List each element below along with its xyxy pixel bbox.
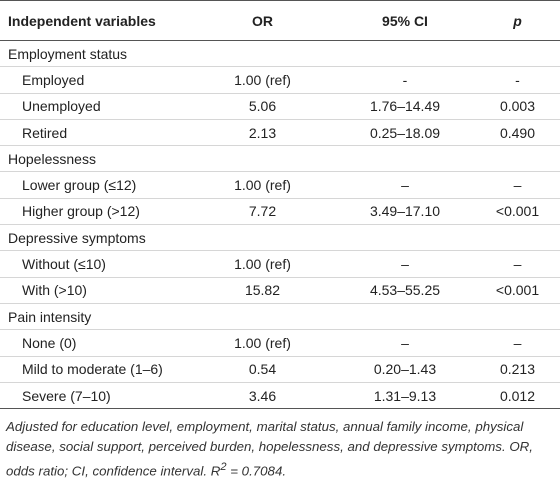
- table-body: Employment status Employed 1.00 (ref) - - Une…: [0, 41, 560, 409]
- group-label: Pain intensity: [8, 308, 92, 325]
- cell: –: [513, 256, 522, 273]
- data-row: Employed 1.00 (ref) - -: [0, 67, 560, 94]
- cell: –: [401, 177, 409, 194]
- group-label: Hopelessness: [8, 150, 96, 167]
- cell: 0.012: [499, 387, 536, 404]
- cell: –: [513, 177, 522, 194]
- header-cell: p: [513, 12, 522, 29]
- data-row: Severe (7–10) 3.46 1.31–9.13 0.012: [0, 382, 560, 409]
- cell: <0.001: [495, 282, 540, 299]
- cell: 2.13: [248, 124, 277, 141]
- cell: 0.490: [499, 124, 536, 141]
- row-label: Unemployed: [22, 98, 101, 115]
- row-label: Mild to moderate (1–6): [22, 361, 163, 378]
- row-label: Lower group (≤12): [22, 177, 137, 194]
- results-table: Independent variables OR 95% CI p Employmen…: [0, 0, 560, 409]
- group-row: Depressive symptoms: [0, 225, 560, 251]
- cell: 0.003: [499, 98, 536, 115]
- row-label: None (0): [22, 334, 77, 351]
- data-row: Lower group (≤12) 1.00 (ref) – –: [0, 172, 560, 199]
- cell: 3.46: [248, 387, 277, 404]
- footnote: Adjusted for education level, employment…: [0, 409, 560, 481]
- header-row: Independent variables OR 95% CI p: [0, 0, 560, 41]
- cell: 1.00 (ref): [234, 334, 291, 351]
- cell: 15.82: [244, 282, 281, 299]
- header-cell: 95% CI: [382, 12, 428, 29]
- cell: -: [402, 71, 408, 88]
- row-label: Severe (7–10): [22, 387, 111, 404]
- cell: –: [401, 334, 409, 351]
- group-label: Depressive symptoms: [8, 229, 146, 246]
- group-row: Employment status: [0, 41, 560, 67]
- group-row: Hopelessness: [0, 146, 560, 172]
- cell: 1.00 (ref): [234, 71, 291, 88]
- row-label: With (>10): [22, 282, 87, 299]
- cell: 1.31–9.13: [373, 387, 437, 404]
- footnote-superscript: 2: [220, 461, 227, 474]
- row-label: Higher group (>12): [22, 203, 140, 220]
- cell: 5.06: [248, 98, 277, 115]
- group-row: Pain intensity: [0, 303, 560, 330]
- footnote-value: = 0.7084.: [226, 463, 287, 479]
- data-row: Without (≤10) 1.00 (ref) – –: [0, 251, 560, 278]
- row-label: Retired: [22, 124, 68, 141]
- cell: -: [515, 71, 520, 88]
- cell: 0.54: [248, 361, 277, 378]
- cell: –: [401, 256, 409, 273]
- table-header: Independent variables OR 95% CI p: [0, 0, 560, 41]
- row-label: Employed: [22, 71, 85, 88]
- cell: <0.001: [495, 203, 540, 220]
- cell: 4.53–55.25: [369, 282, 441, 299]
- footnote-text: Adjusted for education level, employment…: [6, 419, 533, 479]
- footnote-symbol: R: [210, 463, 221, 479]
- cell: 0.20–1.43: [373, 361, 437, 378]
- cell: 1.00 (ref): [234, 256, 291, 273]
- data-row: Unemployed 5.06 1.76–14.49 0.003: [0, 93, 560, 120]
- data-row: With (>10) 15.82 4.53–55.25 <0.001: [0, 277, 560, 304]
- cell: 0.213: [499, 361, 536, 378]
- data-row: Higher group (>12) 7.72 3.49–17.10 <0.001: [0, 198, 560, 225]
- cell: 1.00 (ref): [234, 177, 291, 194]
- cell: 1.76–14.49: [369, 98, 441, 115]
- data-row: Mild to moderate (1–6) 0.54 0.20–1.43 0.213: [0, 356, 560, 383]
- group-label: Employment status: [8, 45, 128, 62]
- cell: 0.25–18.09: [369, 124, 441, 141]
- cell: 7.72: [248, 203, 277, 220]
- cell: 3.49–17.10: [369, 203, 441, 220]
- data-row: None (0) 1.00 (ref) – –: [0, 330, 560, 357]
- row-label: Without (≤10): [22, 256, 106, 273]
- cell: –: [513, 334, 522, 351]
- header-cell: Independent variables: [8, 12, 156, 29]
- data-row: Retired 2.13 0.25–18.09 0.490: [0, 119, 560, 146]
- header-cell: OR: [252, 12, 273, 29]
